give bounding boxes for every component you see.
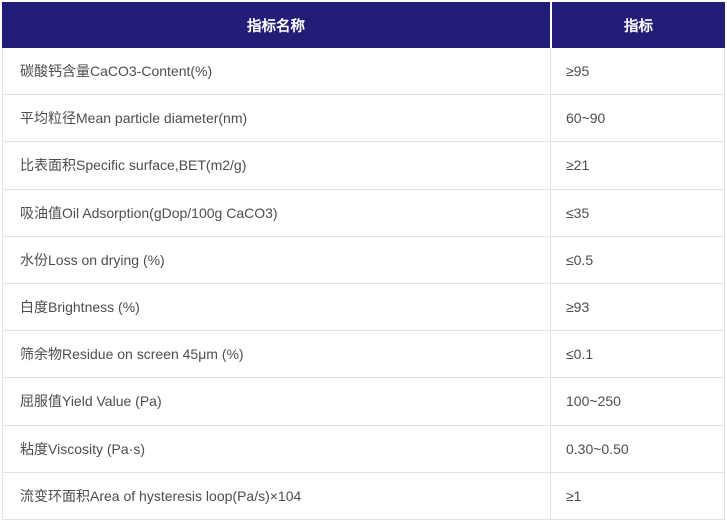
table-row: 流变环面积Area of hysteresis loop(Pa/s)×104 ≥1 [3, 472, 724, 520]
table-row: 比表面积Specific surface,BET(m2/g) ≥21 [3, 142, 724, 190]
header-cell-indicator-value: 指标 [552, 2, 725, 48]
row-indicator-name: 水份Loss on drying (%) [3, 236, 551, 283]
row-indicator-value: ≥95 [566, 63, 590, 80]
table-row: 吸油值Oil Adsorption(gDop/100g CaCO3) ≤35 [3, 189, 724, 237]
row-indicator-name: 粘度Viscosity (Pa·s) [3, 425, 551, 472]
row-indicator-value: 0.30~0.50 [566, 440, 629, 457]
row-indicator-name: 平均粒径Mean particle diameter(nm) [3, 95, 551, 142]
row-indicator-name: 筛余物Residue on screen 45μm (%) [3, 331, 551, 378]
row-indicator-value: ≤0.1 [566, 346, 594, 363]
row-indicator-name: 流变环面积Area of hysteresis loop(Pa/s)×104 [3, 472, 551, 519]
row-indicator-name: 比表面积Specific surface,BET(m2/g) [3, 142, 551, 189]
table-body: 碳酸钙含量CaCO3-Content(%) ≥95 平均粒径Mean particl… [2, 48, 725, 520]
header-cell-indicator-name: 指标名称 [2, 2, 550, 48]
header-divider [550, 2, 552, 48]
table-row: 平均粒径Mean particle diameter(nm) 60~90 [3, 95, 724, 143]
table-row: 粘度Viscosity (Pa·s) 0.30~0.50 [3, 425, 724, 473]
row-indicator-value: ≤0.5 [566, 251, 594, 268]
row-indicator-value: ≤35 [566, 204, 590, 221]
row-indicator-value: 100~250 [566, 393, 621, 410]
table-header: 指标名称 指标 [2, 2, 725, 48]
table-row: 屈服值Yield Value (Pa) 100~250 [3, 378, 724, 426]
table-row: 碳酸钙含量CaCO3-Content(%) ≥95 [3, 48, 724, 96]
row-indicator-value: 60~90 [566, 110, 606, 127]
row-indicator-value: ≥93 [566, 299, 590, 316]
row-indicator-value: ≥21 [566, 157, 590, 174]
table-row: 白度Brightness (%) ≥93 [3, 283, 724, 332]
table-row: 筛余物Residue on screen 45μm (%) ≤0.1 [3, 331, 724, 379]
table-row: 水份Loss on drying (%) ≤0.5 [3, 236, 724, 284]
row-indicator-name: 碳酸钙含量CaCO3-Content(%) [3, 48, 551, 95]
row-indicator-name: 吸油值Oil Adsorption(gDop/100g CaCO3) [3, 189, 551, 236]
row-indicator-name: 白度Brightness (%) [3, 283, 551, 331]
row-indicator-name: 屈服值Yield Value (Pa) [3, 378, 551, 425]
row-indicator-value: ≥1 [566, 487, 582, 504]
product-spec-table: 指标名称 指标 碳酸钙含量CaCO3-Content(%) ≥95 平均粒径Mean… [2, 2, 725, 520]
